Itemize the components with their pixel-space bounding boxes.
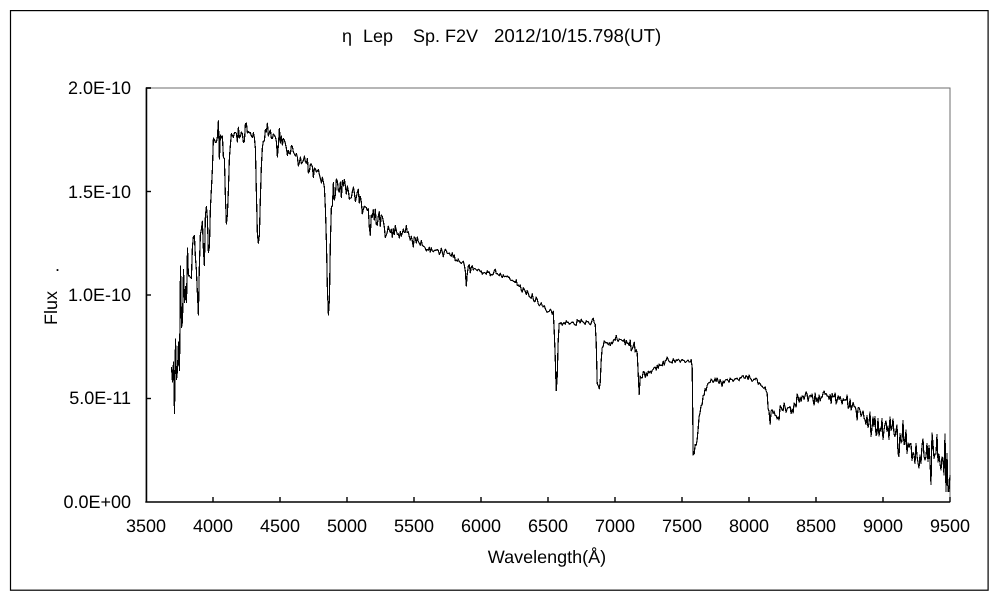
svg-text:Lep: Lep: [363, 26, 393, 46]
svg-text:1.5E-10: 1.5E-10: [68, 182, 131, 202]
svg-text:6500: 6500: [528, 516, 568, 536]
svg-text:Flux: Flux: [41, 291, 61, 325]
svg-text:5.0E-11: 5.0E-11: [69, 388, 131, 408]
svg-text:9000: 9000: [863, 516, 903, 536]
svg-text:7000: 7000: [595, 516, 635, 536]
svg-text:2012/10/15.798(UT): 2012/10/15.798(UT): [494, 25, 661, 46]
svg-text:.: .: [55, 255, 60, 275]
svg-text:Sp. F2V: Sp. F2V: [413, 26, 478, 46]
svg-text:4000: 4000: [193, 516, 233, 536]
svg-text:7500: 7500: [662, 516, 702, 536]
svg-text:5500: 5500: [394, 516, 434, 536]
svg-text:1.0E-10: 1.0E-10: [68, 285, 131, 305]
svg-text:8000: 8000: [729, 516, 769, 536]
svg-text:6000: 6000: [461, 516, 501, 536]
svg-text:9500: 9500: [930, 516, 970, 536]
svg-text:Wavelength(Å): Wavelength(Å): [488, 547, 606, 567]
svg-text:0.0E+00: 0.0E+00: [63, 492, 131, 512]
svg-text:5000: 5000: [327, 516, 367, 536]
svg-text:4500: 4500: [260, 516, 300, 536]
svg-text:2.0E-10: 2.0E-10: [68, 78, 131, 98]
svg-text:η: η: [342, 26, 352, 46]
svg-text:3500: 3500: [126, 516, 166, 536]
svg-text:8500: 8500: [796, 516, 836, 536]
